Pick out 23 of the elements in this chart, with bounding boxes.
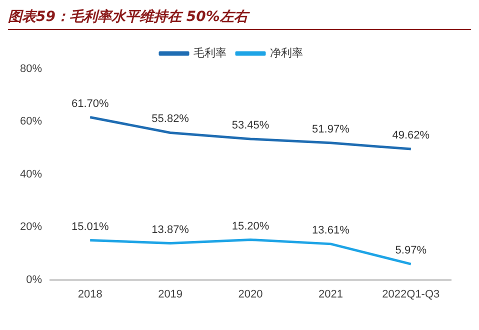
- data-label: 5.97%: [395, 244, 427, 257]
- data-label: 61.70%: [71, 98, 109, 110]
- y-tick-label: 40%: [20, 168, 42, 180]
- y-tick-label: 0%: [26, 274, 42, 286]
- y-tick-label: 80%: [20, 63, 42, 76]
- data-label: 15.01%: [71, 220, 109, 233]
- data-label: 49.62%: [392, 130, 430, 142]
- data-label: 15.20%: [232, 220, 270, 232]
- data-label: 13.61%: [312, 224, 350, 236]
- chart-title: 图表59：毛利率水平维持在 50%左右: [8, 8, 471, 30]
- data-label: 51.97%: [312, 123, 350, 136]
- x-tick-label: 2018: [78, 288, 102, 300]
- x-tick-label: 2021: [318, 288, 343, 300]
- data-label: 13.87%: [152, 224, 190, 236]
- data-label: 55.82%: [152, 113, 190, 126]
- x-tick-label: 2019: [158, 288, 183, 300]
- x-tick-label: 2022Q1-Q3: [382, 288, 440, 300]
- y-tick-label: 60%: [20, 116, 42, 128]
- legend-label: 净利率: [270, 46, 303, 60]
- legend-label: 毛利率: [194, 46, 226, 60]
- y-tick-label: 20%: [20, 221, 42, 234]
- data-label: 53.45%: [232, 119, 270, 132]
- x-tick-label: 2020: [238, 288, 263, 300]
